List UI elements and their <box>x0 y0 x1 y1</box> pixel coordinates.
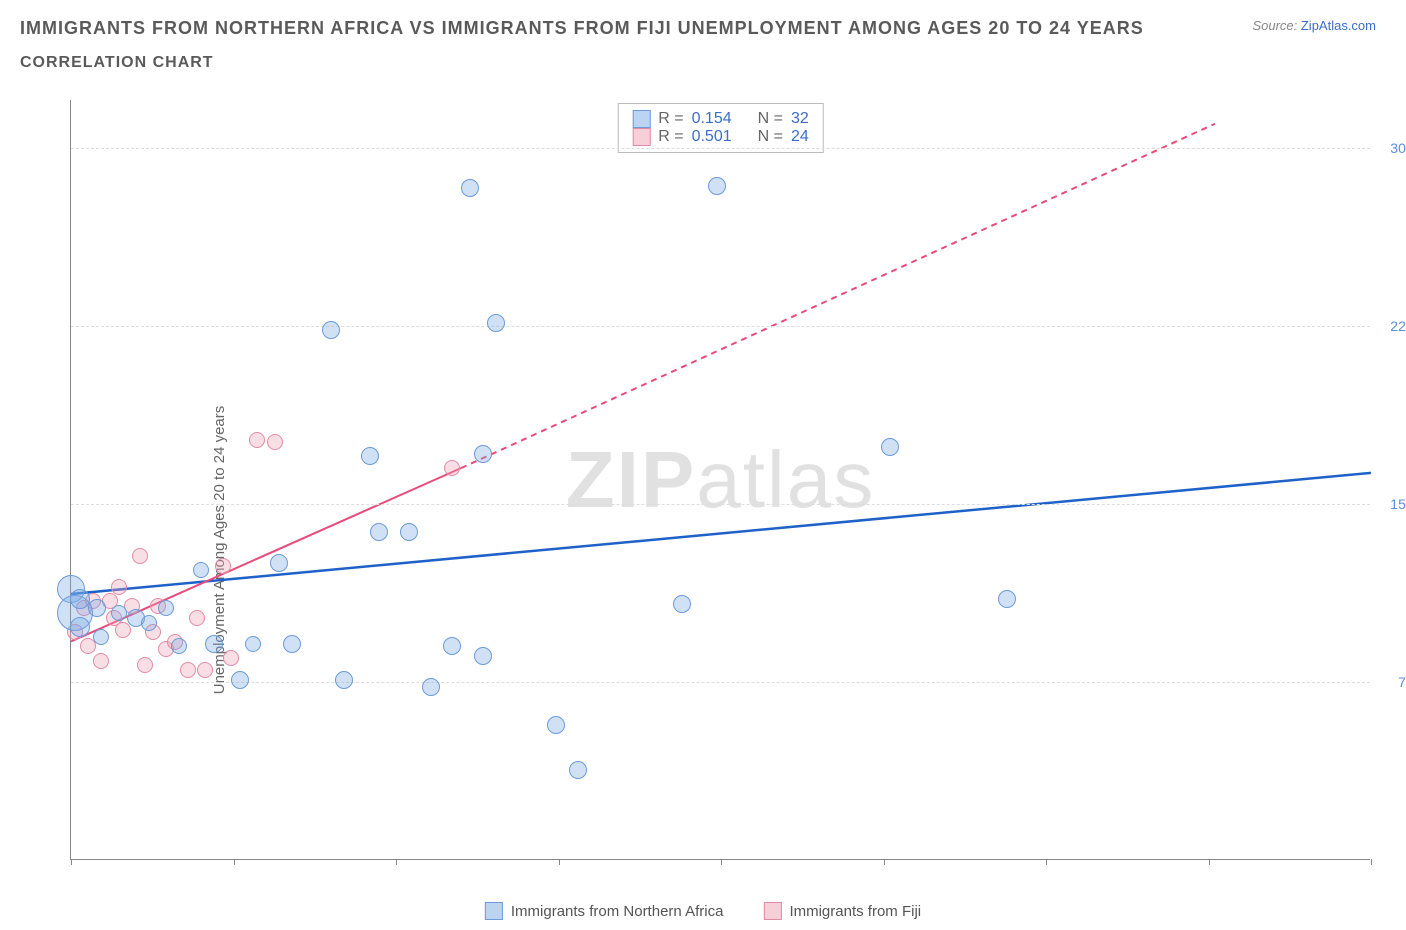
stat-n-label-1: N = <box>758 110 783 128</box>
scatter-point <box>70 589 90 609</box>
bottom-legend: Immigrants from Northern Africa Immigran… <box>485 902 921 920</box>
x-tick <box>1046 859 1047 865</box>
scatter-point <box>474 647 492 665</box>
stat-r-label-2: R = <box>658 128 683 146</box>
y-tick-label: 15.0% <box>1390 496 1406 512</box>
chart-area: Unemployment Among Ages 20 to 24 years Z… <box>60 100 1380 860</box>
scatter-point <box>400 523 418 541</box>
legend-item-1: Immigrants from Northern Africa <box>485 902 724 920</box>
stats-row-2: R = 0.501 N = 24 <box>632 128 809 146</box>
watermark: ZIPatlas <box>566 434 875 526</box>
stat-n-val-2: 24 <box>791 128 809 146</box>
watermark-zip: ZIP <box>566 435 696 524</box>
source-attribution: Source: ZipAtlas.com <box>1252 18 1376 33</box>
stat-r-val-2: 0.501 <box>692 128 732 146</box>
scatter-point <box>70 617 90 637</box>
scatter-point <box>111 579 127 595</box>
scatter-point <box>88 599 106 617</box>
scatter-point <box>223 650 239 666</box>
scatter-point <box>215 558 231 574</box>
scatter-point <box>673 595 691 613</box>
gridline <box>71 326 1370 327</box>
scatter-point <box>267 434 283 450</box>
swatch-pink-icon <box>632 128 650 146</box>
stat-r-val-1: 0.154 <box>692 110 732 128</box>
gridline <box>71 504 1370 505</box>
scatter-point <box>193 562 209 578</box>
chart-title: IMMIGRANTS FROM NORTHERN AFRICA VS IMMIG… <box>20 18 1144 39</box>
scatter-point <box>422 678 440 696</box>
scatter-point <box>461 179 479 197</box>
stats-box: R = 0.154 N = 32 R = 0.501 N = 24 <box>617 103 824 153</box>
y-tick-label: 22.5% <box>1390 318 1406 334</box>
scatter-point <box>283 635 301 653</box>
x-tick <box>721 859 722 865</box>
scatter-point <box>231 671 249 689</box>
scatter-point <box>708 177 726 195</box>
legend-swatch-pink-icon <box>763 902 781 920</box>
scatter-point <box>370 523 388 541</box>
stat-n-label-2: N = <box>758 128 783 146</box>
plot-region: ZIPatlas R = 0.154 N = 32 R = 0.501 N <box>70 100 1370 860</box>
scatter-point <box>205 635 223 653</box>
chart-container: IMMIGRANTS FROM NORTHERN AFRICA VS IMMIG… <box>0 0 1406 930</box>
scatter-point <box>487 314 505 332</box>
scatter-point <box>137 657 153 673</box>
gridline <box>71 682 1370 683</box>
scatter-point <box>189 610 205 626</box>
y-tick-label: 30.0% <box>1390 140 1406 156</box>
swatch-blue-icon <box>632 110 650 128</box>
legend-item-2: Immigrants from Fiji <box>763 902 921 920</box>
stat-r-label-1: R = <box>658 110 683 128</box>
scatter-point <box>141 615 157 631</box>
watermark-atlas: atlas <box>696 435 875 524</box>
scatter-point <box>180 662 196 678</box>
legend-swatch-blue-icon <box>485 902 503 920</box>
scatter-point <box>881 438 899 456</box>
scatter-point <box>443 637 461 655</box>
scatter-point <box>249 432 265 448</box>
x-tick <box>1371 859 1372 865</box>
scatter-point <box>197 662 213 678</box>
scatter-point <box>93 653 109 669</box>
scatter-point <box>171 638 187 654</box>
x-tick <box>396 859 397 865</box>
scatter-point <box>132 548 148 564</box>
scatter-point <box>361 447 379 465</box>
x-tick <box>1209 859 1210 865</box>
scatter-point <box>245 636 261 652</box>
scatter-point <box>474 445 492 463</box>
header-row: IMMIGRANTS FROM NORTHERN AFRICA VS IMMIG… <box>0 0 1406 44</box>
scatter-point <box>158 600 174 616</box>
chart-subtitle: CORRELATION CHART <box>0 44 1406 87</box>
y-tick-label: 7.5% <box>1398 674 1406 690</box>
trend-lines <box>71 100 1371 860</box>
x-tick <box>234 859 235 865</box>
stat-n-val-1: 32 <box>791 110 809 128</box>
scatter-point <box>547 716 565 734</box>
scatter-point <box>322 321 340 339</box>
x-tick <box>884 859 885 865</box>
source-prefix: Source: <box>1252 18 1300 33</box>
x-tick <box>71 859 72 865</box>
scatter-point <box>335 671 353 689</box>
scatter-point <box>111 605 127 621</box>
scatter-point <box>998 590 1016 608</box>
legend-label-1: Immigrants from Northern Africa <box>511 903 724 920</box>
x-tick <box>559 859 560 865</box>
scatter-point <box>93 629 109 645</box>
scatter-point <box>569 761 587 779</box>
source-link[interactable]: ZipAtlas.com <box>1301 18 1376 33</box>
scatter-point <box>444 460 460 476</box>
scatter-point <box>270 554 288 572</box>
gridline <box>71 148 1370 149</box>
legend-label-2: Immigrants from Fiji <box>789 903 921 920</box>
stats-row-1: R = 0.154 N = 32 <box>632 110 809 128</box>
